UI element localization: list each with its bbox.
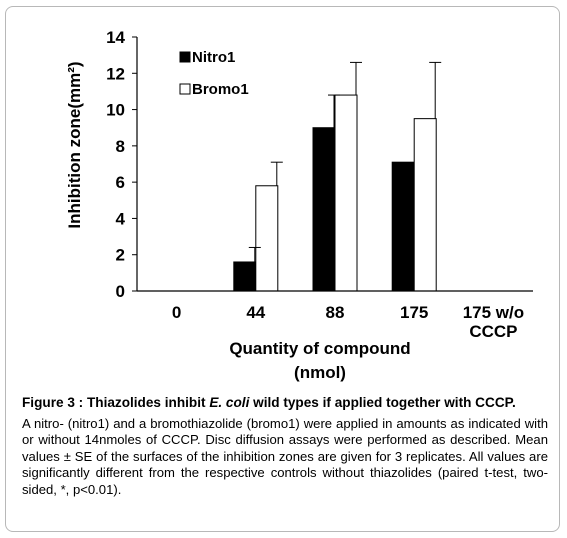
x-tick-label: 175 w/o (463, 303, 524, 322)
bar (391, 161, 415, 292)
y-tick-label: 10 (106, 101, 125, 120)
legend-label: Bromo1 (192, 81, 249, 98)
x-tick-label: 88 (326, 303, 345, 322)
figure-caption: Figure 3 : Thiazolides inhibit E. coli w… (22, 394, 548, 498)
caption-title-suffix: wild types if applied together with CCCP… (249, 395, 516, 410)
caption-title-prefix: Figure 3 : Thiazolides inhibit (22, 395, 210, 410)
figure-frame (5, 6, 560, 532)
y-axis-ticks: 0 2 4 6 8 10 12 14 (106, 28, 137, 301)
x-axis-label-line2: (nmol) (294, 363, 346, 382)
x-tick-label: CCCP (469, 322, 517, 341)
caption-title-italic: E. coli (209, 395, 250, 410)
bar (233, 261, 257, 292)
x-axis-label-line1: Quantity of compound (229, 339, 410, 358)
y-tick-label: 14 (106, 28, 125, 47)
legend-swatch (179, 83, 191, 95)
y-tick-label: 8 (116, 137, 125, 156)
bars (233, 94, 437, 292)
caption-body: A nitro- (nitro1) and a bromothiazolide … (22, 416, 548, 497)
bar (413, 118, 437, 292)
x-tick-label: 44 (246, 303, 265, 322)
legend-swatch (179, 51, 191, 63)
y-tick-label: 2 (116, 246, 125, 265)
error-bars (248, 61, 442, 262)
y-tick-label: 6 (116, 173, 125, 192)
x-tick-label: 175 (400, 303, 428, 322)
y-tick-label: 4 (116, 209, 126, 228)
y-axis-label: Inhibition zone(mm²) (65, 61, 84, 228)
legend: Nitro1 Bromo1 (179, 49, 249, 98)
legend-label: Nitro1 (192, 49, 235, 66)
caption-title: Figure 3 : Thiazolides inhibit E. coli w… (22, 394, 548, 411)
bar (312, 127, 336, 292)
y-tick-label: 12 (106, 64, 125, 83)
y-tick-label: 0 (116, 282, 125, 301)
bar (334, 94, 358, 292)
bar (255, 185, 279, 292)
x-tick-label: 0 (172, 303, 181, 322)
